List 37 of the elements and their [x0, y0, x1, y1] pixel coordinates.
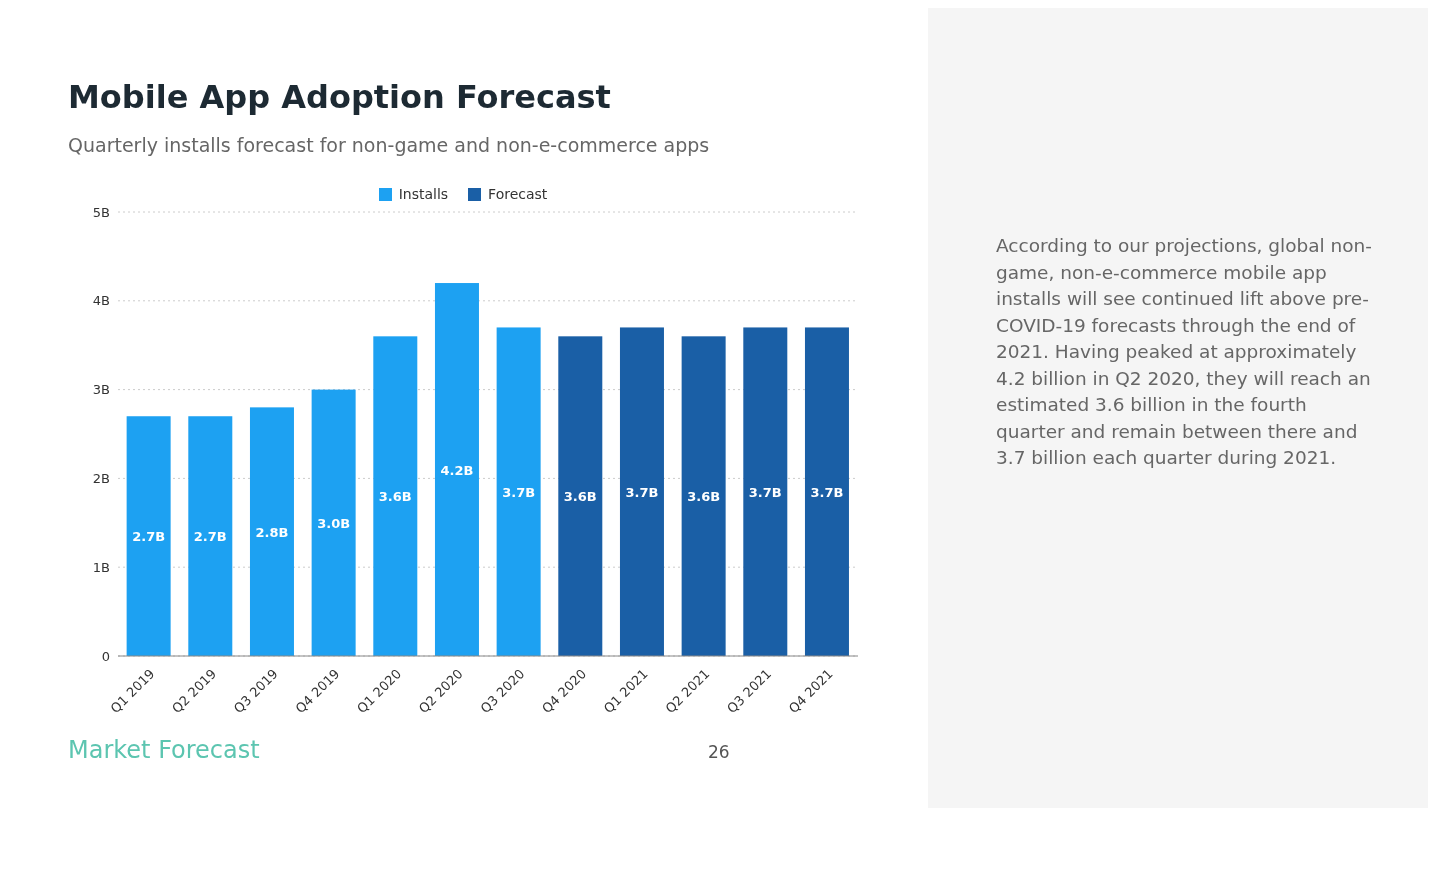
data-label: 3.7B	[625, 484, 659, 500]
y-tick-label: 3B	[92, 382, 110, 398]
data-label: 2.7B	[132, 529, 166, 545]
data-label: 3.7B	[810, 484, 844, 500]
bar	[496, 327, 541, 656]
bar	[804, 327, 849, 656]
legend-label: Installs	[397, 186, 449, 202]
text: 26	[708, 742, 730, 762]
data-label: 3.0B	[317, 515, 351, 531]
data-label: 2.7B	[193, 529, 227, 545]
data-label: 3.6B	[563, 489, 597, 505]
y-tick-label: 0	[101, 648, 110, 664]
bar	[619, 327, 664, 656]
bar	[434, 283, 479, 656]
data-label: 2.8B	[255, 524, 289, 540]
chart-title: Mobile App Adoption Forecast	[68, 78, 612, 116]
bar	[373, 336, 418, 656]
legend-label: Forecast	[487, 186, 548, 202]
bar	[558, 336, 603, 656]
data-label: 3.7B	[748, 484, 782, 500]
y-tick-label: 1B	[92, 559, 110, 575]
data-label: 3.6B	[378, 489, 412, 505]
bar	[126, 416, 171, 656]
y-tick-label: 5B	[92, 204, 110, 220]
chart-subtitle: Quarterly installs forecast for non-game and non-e-commerce apps	[68, 134, 711, 156]
y-tick-label: 2B	[92, 471, 110, 487]
text: Market Forecast	[68, 736, 261, 764]
data-label: 3.6B	[687, 489, 721, 505]
data-label: 4.2B	[440, 462, 474, 478]
bar	[188, 416, 233, 656]
bar	[311, 389, 356, 656]
text: According to our projections, global non-game, non-e-commerce mobile app installs will see continued lift above pre-COVID-19 forecasts through the end of 2021. Having peaked at approximately 4.2 billion in Q2 2020, they will reach an estimated 3.6 billion in the fourth quarter and remain between there and 3.7 billion each quarter during 2021.	[996, 235, 1373, 468]
y-tick-label: 4B	[92, 293, 110, 309]
data-label: 3.7B	[502, 484, 536, 500]
bar	[743, 327, 788, 656]
bar	[249, 407, 294, 656]
bar	[681, 336, 726, 656]
